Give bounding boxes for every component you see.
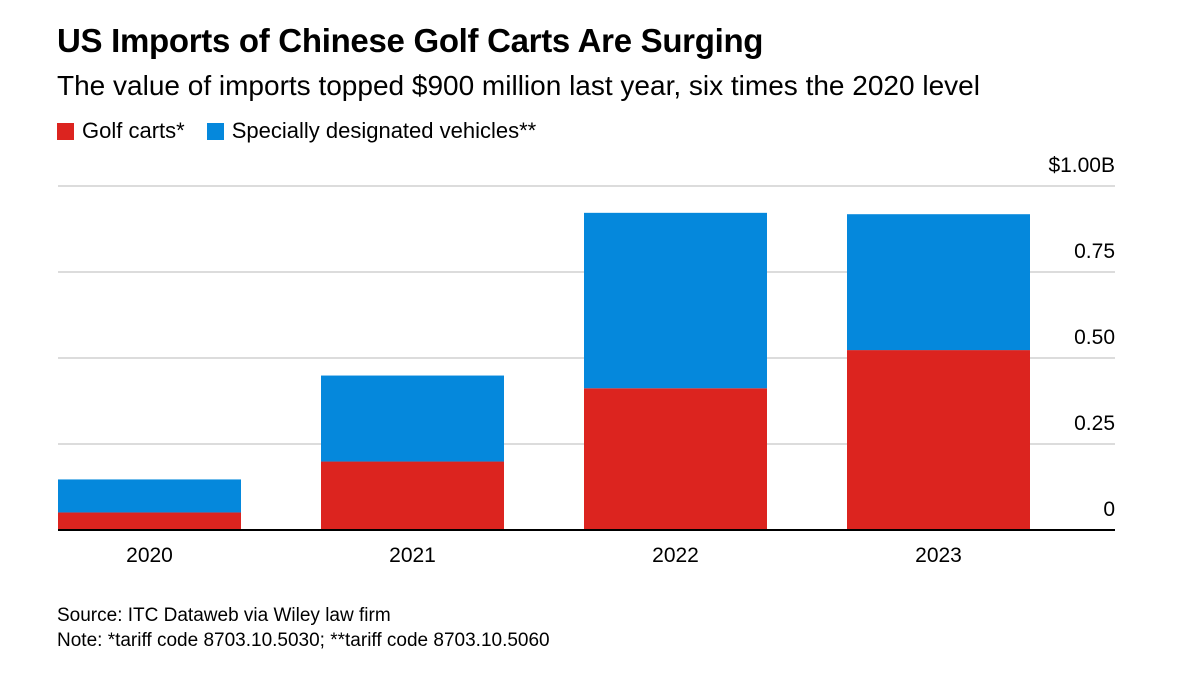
y-tick-label: 0.75 [1074,240,1115,263]
x-tick-label: 2020 [126,544,173,567]
x-tick-label: 2021 [389,544,436,567]
legend-item-golf-carts: Golf carts* [57,118,185,144]
bar-specially-designated-2020 [58,479,241,513]
bar-golf-carts-2020 [58,512,241,530]
legend-label-specially-designated: Specially designated vehicles** [231,118,537,143]
y-tick-label: 0 [1103,498,1115,521]
bar-specially-designated-2021 [321,375,504,462]
bar-golf-carts-2021 [321,461,504,530]
tariff-note: Note: *tariff code 8703.10.5030; **tarif… [57,630,550,651]
bar-specially-designated-2022 [584,212,767,389]
legend-label-golf-carts: Golf carts* [82,118,185,143]
chart-title: US Imports of Chinese Golf Carts Are Sur… [57,22,764,59]
source-note: Source: ITC Dataweb via Wiley law firm [57,605,391,626]
legend: Golf carts* Specially designated vehicle… [57,118,536,144]
chart-subtitle: The value of imports topped $900 million… [57,70,980,101]
legend-swatch-specially-designated [206,122,224,140]
bar-golf-carts-2023 [847,350,1030,530]
bar-specially-designated-2023 [847,214,1030,351]
x-tick-label: 2023 [915,544,962,567]
y-tick-label: 0.50 [1074,326,1115,349]
legend-swatch-golf-carts [57,122,74,140]
x-tick-label: 2022 [652,544,699,567]
bar-golf-carts-2022 [584,388,767,530]
y-tick-label: 0.25 [1074,412,1115,435]
footer: Source: ITC Dataweb via Wiley law firm N… [57,603,550,653]
legend-item-specially-designated: Specially designated vehicles** [206,118,537,144]
y-tick-label: $1.00B [1048,154,1115,177]
